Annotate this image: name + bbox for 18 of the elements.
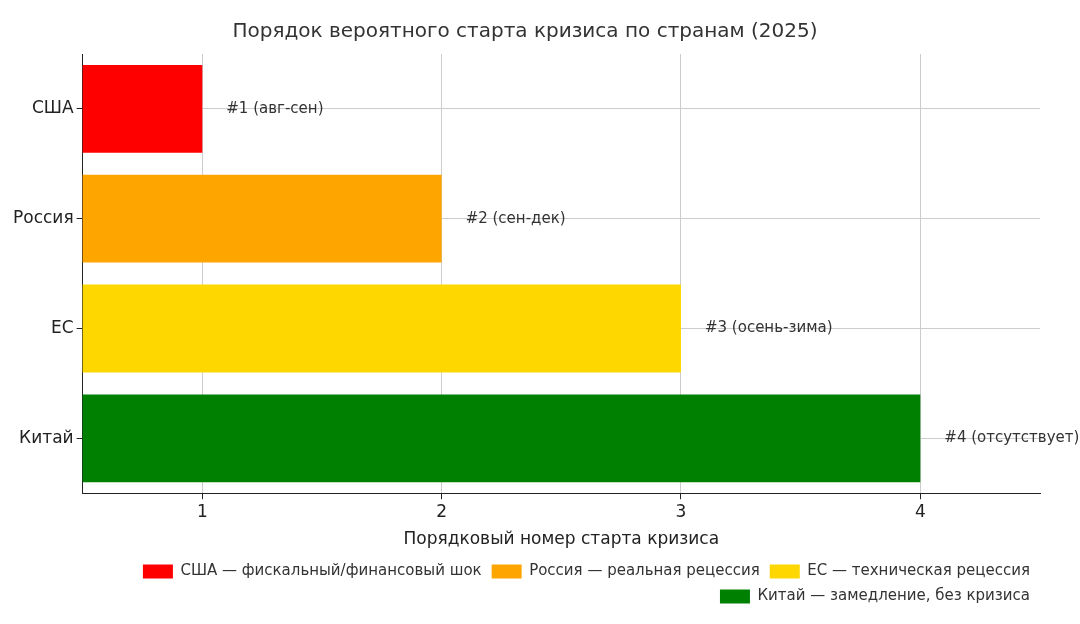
legend-label: США — фискальный/финансовый шок <box>180 561 482 580</box>
y-tick-label: Китай <box>19 426 74 447</box>
x-tick-label: 2 <box>436 500 448 521</box>
y-tick-label: Россия <box>13 207 74 228</box>
x-tick-label: 1 <box>196 500 208 521</box>
y-tick-label: США <box>31 97 74 118</box>
legend-label: Китай — замедление, без кризиса <box>757 586 1031 605</box>
y-tick-label: ЕС <box>51 316 74 337</box>
data-label: #1 (авг-сен) <box>226 98 324 117</box>
x-tick-label: 3 <box>675 500 687 521</box>
x-axis-title: Порядковый номер старта кризиса <box>403 528 720 549</box>
data-label: #3 (осень-зима) <box>704 318 833 337</box>
legend-label: ЕС — техническая рецессия <box>807 561 1031 580</box>
chart-title: Порядок вероятного старта кризиса по странам (2025) <box>232 18 818 43</box>
data-label: #4 (отсутствует) <box>944 428 1080 447</box>
data-label: #2 (сен-дек) <box>465 208 566 227</box>
legend-label: Россия — реальная рецессия <box>529 561 760 580</box>
x-tick-label: 4 <box>914 500 926 521</box>
